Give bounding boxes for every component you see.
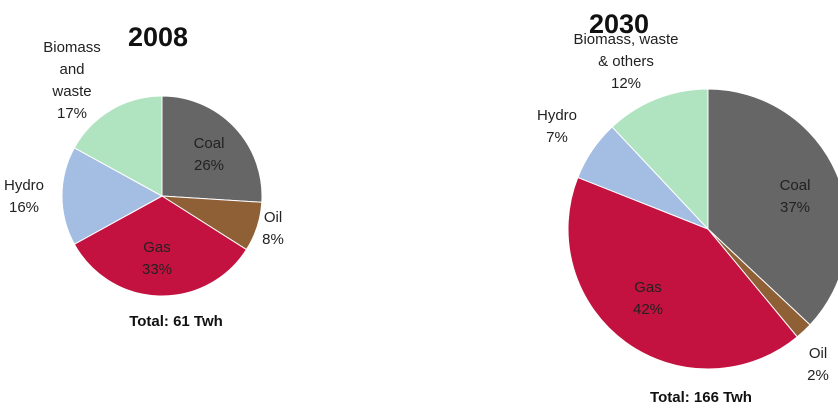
slice-label-oil: Oil 2% bbox=[807, 345, 829, 384]
pie-slice-gas bbox=[567, 176, 798, 370]
pie-slice-hydro bbox=[61, 147, 164, 245]
slice-label-biomass-and-waste: Biomass and waste 17% bbox=[43, 39, 101, 122]
slice-label-oil: Oil 8% bbox=[262, 209, 284, 248]
slice-label-gas: Gas 33% bbox=[142, 239, 172, 278]
chart-total-2030: Total: 166 Twh bbox=[650, 389, 752, 406]
pie-slice-biomass-and-waste bbox=[73, 95, 163, 197]
slice-label-hydro: Hydro 7% bbox=[537, 107, 577, 146]
pie-slice-coal bbox=[707, 88, 838, 326]
slice-label-coal: Coal 26% bbox=[194, 135, 225, 174]
chart-title-2008: 2008 bbox=[128, 22, 188, 52]
pie-slices-2008 bbox=[61, 95, 263, 297]
pie-chart-2008: 2008 Coal 26% Oil 8% Gas 33% Hydro 16% Biomass an… bbox=[4, 22, 284, 330]
chart-title-2030: 2030 bbox=[589, 9, 649, 39]
slice-label-gas: Gas 42% bbox=[633, 279, 663, 318]
pie-chart-2030: 2030 Coal 37% Oil 2% Gas 42% Hydro 7% Biomass, w… bbox=[537, 9, 838, 406]
slice-label-coal: Coal 37% bbox=[780, 177, 811, 216]
chart-total-2008: Total: 61 Twh bbox=[129, 313, 223, 330]
pie-slice-biomass-waste-others bbox=[611, 88, 709, 231]
pie-slice-coal bbox=[161, 95, 263, 203]
slice-label-biomass-waste-others: Biomass, waste & others 12% bbox=[573, 31, 678, 92]
pie-labels-2008: Coal 26% Oil 8% Gas 33% Hydro 16% Biomass and wast… bbox=[4, 39, 284, 278]
pie-slices-2030 bbox=[567, 88, 838, 370]
pie-labels-2030: Coal 37% Oil 2% Gas 42% Hydro 7% Biomass, waste &… bbox=[537, 31, 829, 384]
slice-label-hydro: Hydro 16% bbox=[4, 177, 44, 216]
